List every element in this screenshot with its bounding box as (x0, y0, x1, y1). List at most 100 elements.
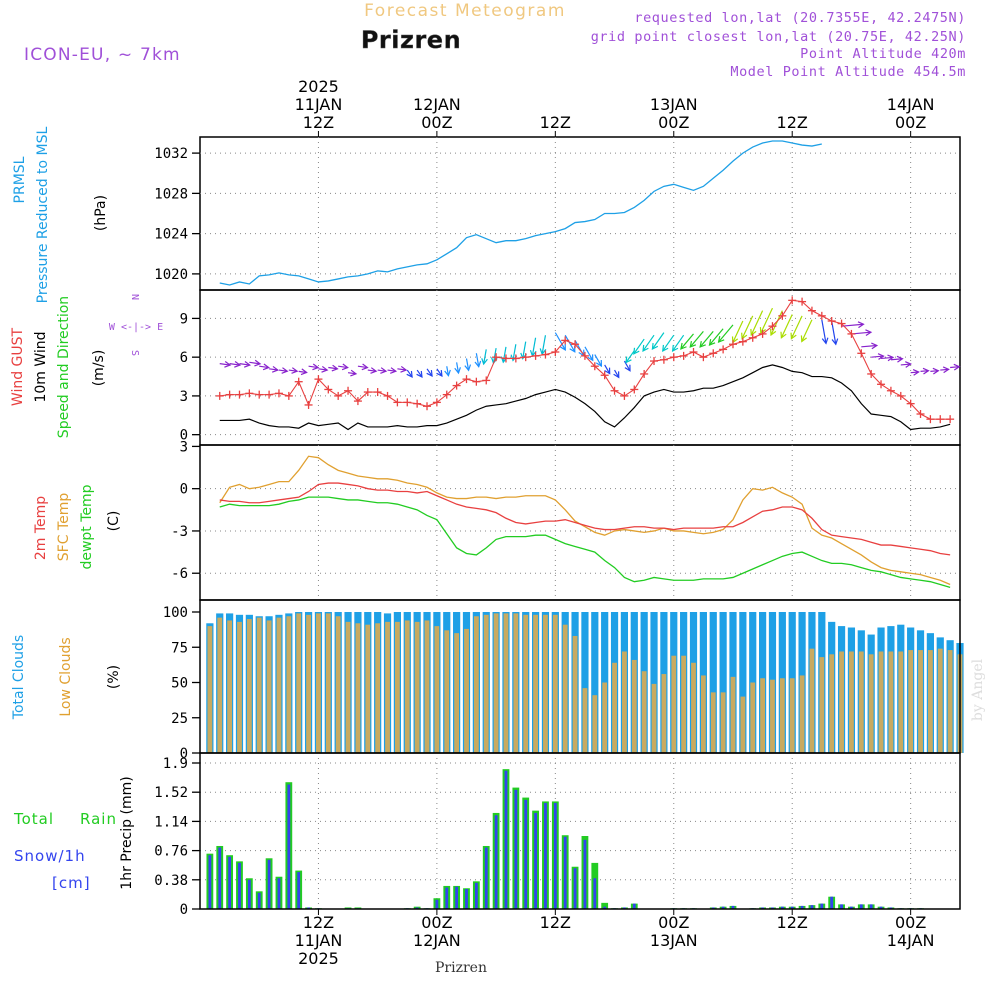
wind-arrow-head (454, 367, 461, 375)
low-cloud-bar (582, 688, 588, 753)
wind-arrow (800, 319, 813, 343)
model-altitude: Model Point Altitude 454.5m (730, 64, 966, 80)
wind-arrow-head (474, 360, 482, 368)
snow-bar (544, 802, 547, 909)
wind-arrow-shaft (512, 344, 517, 361)
time-label: 13JAN (650, 95, 698, 114)
pressure-panel: 1020 1024 1028 1032 PRMSL Pressure Reduced … (12, 126, 961, 303)
low-cloud-bar (700, 675, 706, 753)
wind-arrow (474, 353, 482, 368)
wind-arrow (613, 369, 620, 379)
wind-arrow-shaft (861, 344, 877, 348)
low-cloud-bar (306, 614, 311, 753)
low-cloud-bar (947, 650, 953, 753)
wind-arrow-shaft (522, 341, 527, 359)
wind-arrow (680, 333, 694, 350)
low-cloud-bar (424, 620, 430, 753)
wind-arrow-head (770, 328, 777, 337)
total-cloud-bar (650, 612, 658, 753)
location-title: Prizren (361, 26, 461, 54)
snow-bar (297, 872, 301, 909)
wind-arrow-head (680, 342, 687, 350)
low-cloud-bar (325, 613, 331, 753)
wind-arrow-shaft (367, 369, 377, 372)
wind-arrow (651, 332, 665, 351)
wind-arrow (464, 358, 472, 372)
wind-arrow-head (243, 361, 252, 368)
low-cloud-bar (839, 651, 844, 753)
temperature-grid (200, 445, 960, 600)
total-cloud-bar (581, 612, 589, 753)
wind-arrow-head (821, 337, 829, 345)
wind-arrow-head (871, 342, 879, 350)
wind-arrow-head (281, 367, 289, 374)
rain-label: Rain (80, 810, 117, 828)
snow-bar (484, 847, 488, 909)
snow-bar (247, 879, 251, 909)
wind-arrow-shaft (732, 320, 744, 343)
wind-arrow-shaft (940, 368, 949, 371)
wind-arrow-head (331, 364, 339, 372)
precip-y-ticks: 0 0.38 0.76 1.14 1.52 1.9 (154, 756, 200, 918)
wind-arrow-shaft (397, 368, 407, 371)
snow-bar (238, 862, 241, 909)
wind-gust-label: Wind GUST (10, 327, 26, 406)
low-cloud-bar (276, 617, 282, 753)
time-label: 12Z (303, 913, 334, 932)
wind-arrow-head (912, 369, 920, 376)
wind-arrow (623, 360, 631, 372)
wind-arrow (269, 365, 280, 373)
wind-arrow-head (436, 369, 443, 378)
wind-arrow-head (559, 343, 566, 352)
rain-bar (601, 902, 609, 909)
requested-coords: requested lon,lat (20.7355E, 42.2475N) (634, 10, 966, 26)
wind-speed-line (219, 364, 951, 431)
wind-arrow-shaft (483, 349, 487, 365)
snow-bar (583, 839, 587, 909)
temp-tick-label: -6 (171, 566, 188, 582)
total-clouds-label: Total Clouds (11, 635, 27, 720)
wind-arrow-head (651, 342, 659, 351)
wind-arrow-head (887, 354, 895, 362)
snow-bar (731, 905, 735, 909)
pressure-grid (200, 137, 960, 290)
wind-arrow-shaft (642, 334, 655, 352)
low-cloud-bar (217, 617, 223, 753)
precip-tick-label: 0 (180, 902, 188, 918)
compass-south: S (129, 350, 140, 356)
low-cloud-bar (592, 695, 598, 753)
wind-arrow-shaft (259, 365, 269, 369)
low-cloud-bar (878, 651, 884, 753)
pressure-series-line (219, 140, 822, 286)
wind-gust-markers (215, 296, 955, 424)
low-cloud-bar (927, 650, 933, 753)
wind-arrow-shaft (801, 319, 813, 342)
low-cloud-bar (612, 662, 617, 753)
snow-bar (593, 878, 597, 909)
low-cloud-bar (454, 633, 460, 753)
snow-bar (790, 906, 794, 909)
wind-arrow-head (380, 367, 388, 374)
snow-bar (465, 889, 468, 909)
wind-arrow (444, 366, 451, 377)
wind-arrow (278, 367, 289, 374)
low-cloud-bar (799, 675, 805, 753)
time-label: 00Z (421, 913, 452, 932)
wind-arrow-shaft (920, 370, 929, 372)
wind-arrow (219, 361, 232, 368)
wind-arrow-shaft (541, 335, 547, 355)
time-label: 11JAN (295, 95, 343, 114)
time-label: 12Z (303, 113, 334, 132)
wind-arrow (880, 354, 895, 362)
temp-tick-label: 0 (180, 482, 188, 498)
snow-bar (761, 907, 764, 909)
snow-bar (840, 904, 843, 909)
time-label: 00Z (895, 913, 926, 932)
low-cloud-bar (256, 617, 262, 753)
wind-arrow (662, 334, 675, 352)
precip-panel: 00.380.761.141.521.9 Total Rain Snow/1h … (13, 752, 961, 918)
wind-arrow (594, 354, 603, 368)
wind-arrow-shaft (564, 334, 576, 353)
precip-tick-label: 1.52 (154, 785, 188, 801)
